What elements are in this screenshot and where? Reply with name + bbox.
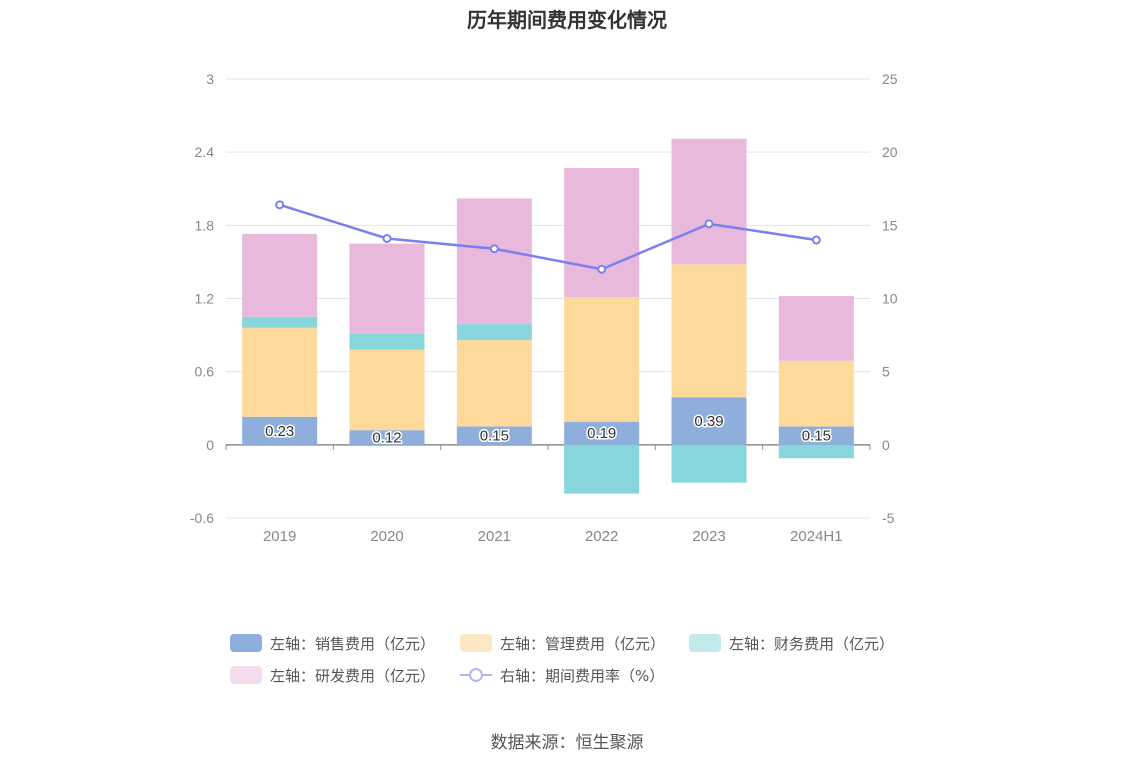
bar-1-2020 [349,349,425,431]
left-tick-label: 1.2 [195,291,215,307]
bar-1-2022 [564,297,640,422]
bar-2-2020 [349,333,425,350]
data-label-sales: 0.15 [802,428,831,445]
legend-label-sales: 左轴：销售费用（亿元） [270,634,436,653]
bar-3-2021 [456,198,532,325]
rate-line [279,203,817,271]
label-layer: 0.23 0.12 0.15 0.19 0.39 0.15 [264,412,833,448]
bar-3-2023 [671,138,747,265]
category-label: 2024H1 [790,528,843,545]
source-note: 数据来源：恒生聚源 [490,733,644,753]
category-label: 2019 [263,528,296,545]
right-tick-label: -5 [882,510,895,526]
bar-2-2024H1 [778,444,854,459]
legend-item-rd[interactable]: 左轴：研发费用（亿元） [230,664,435,686]
data-label-sales: 0.39 [694,413,723,430]
chart-plot: 3 2.4 1.8 1.2 0.6 0 -0.6 25 20 15 10 5 0 -5 2019 2020 20… [190,71,898,545]
bar-1-2021 [456,339,532,427]
legend-label-rate: 右轴：期间费用率（%） [500,666,665,685]
right-tick-label: 0 [882,437,890,453]
bar-1-2019 [242,327,318,417]
bar-2-2023 [671,444,747,483]
data-label-sales: 0.23 [265,423,294,440]
left-tick-label: 1.8 [195,217,215,233]
bar-0-2019 [242,416,318,445]
rate-point [275,200,285,210]
legend-swatch-rate [460,666,492,684]
left-tick-label: 2.4 [195,144,215,160]
legend-swatch-rd [230,666,262,684]
bar-0-2021 [456,426,532,445]
left-tick-label: 0.6 [195,364,215,380]
legend-swatch-finance [689,634,721,652]
bar-0-2023 [671,397,747,445]
legend-item-sales[interactable]: 左轴：销售费用（亿元） [230,632,435,654]
rate-point [811,235,821,245]
right-tick-label: 20 [882,144,898,160]
rate-point [489,244,499,254]
axis-layer: 3 2.4 1.8 1.2 0.6 0 -0.6 25 20 15 10 5 0 -5 2019 2020 20… [190,71,898,545]
left-tick-label: 0 [206,437,214,453]
rate-point [597,264,607,274]
bar-1-2024H1 [778,360,854,427]
right-tick-label: 25 [882,71,898,87]
legend-label-admin: 左轴：管理费用（亿元） [500,634,666,653]
category-label: 2022 [585,528,618,545]
legend-swatch-admin [460,634,492,652]
rate-point [382,234,392,244]
bar-layer [242,138,854,494]
rate-point [704,219,714,229]
chart-title: 历年期间费用变化情况 [467,8,667,32]
data-label-sales: 0.19 [587,425,616,442]
right-tick-label: 10 [882,291,898,307]
bar-3-2024H1 [778,296,854,361]
bar-2-2019 [242,316,318,328]
right-tick-label: 15 [882,217,898,233]
bar-0-2020 [349,430,425,445]
bar-2-2021 [456,324,532,340]
category-label: 2021 [478,528,511,545]
data-label-sales: 0.12 [372,430,401,447]
category-label: 2023 [692,528,725,545]
legend-item-finance[interactable]: 左轴：财务费用（亿元） [689,632,894,654]
grid-layer [226,78,870,519]
bar-3-2022 [564,168,640,298]
left-tick-label: 3 [206,71,214,87]
line-layer [275,200,821,274]
bar-1-2023 [671,264,747,398]
legend-label-rd: 左轴：研发费用（亿元） [270,666,436,685]
category-label: 2020 [370,528,403,545]
left-tick-label: -0.6 [190,510,214,526]
right-tick-label: 5 [882,364,890,380]
bar-2-2022 [564,444,640,494]
bar-0-2022 [564,421,640,445]
bar-0-2024H1 [778,426,854,445]
bar-3-2020 [349,243,425,334]
data-label-sales: 0.15 [480,428,509,445]
legend-label-finance: 左轴：财务费用（亿元） [729,634,895,653]
legend-swatch-sales [230,634,262,652]
legend-item-admin[interactable]: 左轴：管理费用（亿元） [460,632,665,654]
legend-item-rate[interactable]: 右轴：期间费用率（%） [460,664,664,686]
bar-3-2019 [242,233,318,317]
